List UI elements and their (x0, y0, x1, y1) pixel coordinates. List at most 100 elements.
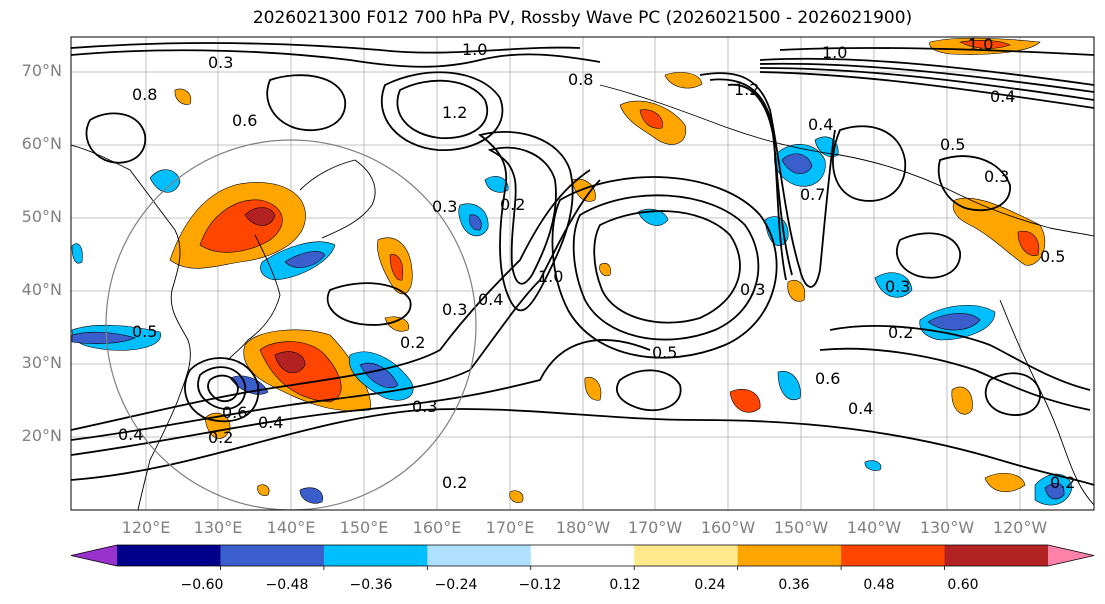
pv-contour (207, 374, 239, 402)
contour-label: 0.2 (442, 473, 467, 492)
positive-anomaly (787, 280, 806, 302)
contour-label: 0.2 (1050, 473, 1075, 492)
lon-label: 150°E (339, 518, 389, 537)
contour-label: 0.3 (432, 197, 457, 216)
contour-label: 0.6 (232, 111, 257, 130)
contour-label: 0.4 (478, 290, 503, 309)
colorbar-extend-high (1048, 545, 1094, 566)
colorbar-tick-label: −0.24 (434, 577, 478, 593)
pv-contour (832, 125, 907, 202)
lon-label: 170°E (485, 518, 535, 537)
na-coastline (999, 299, 1094, 506)
contour-labels: 1.0 1.0 1.0 1.2 1.2 0.8 0.8 0.4 0.5 0.5 … (118, 35, 1075, 492)
positive-anomaly (509, 490, 524, 503)
positive-anomaly (664, 72, 703, 89)
colorbar-segment (323, 545, 428, 566)
pv-contour (593, 210, 741, 324)
pv-contour (71, 49, 601, 68)
colorbar-tick-label: 0.48 (863, 577, 895, 593)
positive-anomaly (384, 316, 409, 332)
colorbar-segment (427, 545, 532, 566)
positive-anomaly-core (1017, 230, 1040, 256)
positive-anomaly (729, 388, 761, 413)
contour-label: 0.3 (984, 167, 1009, 186)
lat-label: 40°N (21, 280, 62, 299)
contour-label: 1.2 (734, 80, 759, 99)
contour-label: 1.0 (968, 35, 993, 54)
positive-anomaly (599, 262, 611, 277)
lon-label: 120°W (992, 518, 1048, 537)
positive-anomaly-core (639, 109, 663, 129)
pv-contour (477, 131, 574, 312)
contour-label: 0.4 (118, 425, 143, 444)
lon-label: 120°E (121, 518, 171, 537)
contour-label: 0.2 (208, 428, 233, 447)
contour-label: 0.6 (815, 369, 840, 388)
map-background (71, 37, 1094, 510)
pv-contour (396, 79, 488, 139)
lon-label: 150°W (773, 518, 829, 537)
colorbar-tick-label: −0.60 (180, 577, 224, 593)
contour-label: 1.0 (822, 43, 847, 62)
pv-contour (896, 232, 961, 279)
colorbar-segment (737, 545, 842, 566)
lat-label: 20°N (21, 426, 62, 445)
negative-anomaly-core (781, 153, 813, 174)
pv-contour (184, 357, 260, 423)
contour-label: 0.3 (740, 280, 765, 299)
contour-label: 0.2 (500, 195, 525, 214)
contour-label: 0.3 (442, 300, 467, 319)
map-title: 2026021300 F012 700 hPa PV, Rossby Wave … (252, 8, 913, 28)
negative-anomaly (484, 176, 509, 193)
colorbar-tick-label: 0.60 (947, 577, 979, 593)
positive-anomaly (257, 484, 270, 496)
pv-contour (819, 347, 1091, 411)
contour-label: 0.4 (848, 399, 873, 418)
positive-anomaly (584, 376, 602, 401)
pv-contour (616, 369, 682, 412)
lon-label: 140°W (846, 518, 902, 537)
lon-label: 160°W (700, 518, 756, 537)
pv-contour (71, 339, 651, 456)
negative-anomaly (777, 370, 801, 401)
contour-label: 0.6 (222, 403, 247, 422)
colorbar-tick-label: −0.48 (265, 577, 309, 593)
negative-anomaly (874, 272, 913, 298)
contour-label: 0.5 (132, 322, 157, 341)
positive-anomaly-core (959, 40, 1011, 49)
lon-label: 160°E (412, 518, 462, 537)
pv-contour (699, 72, 836, 288)
lat-label: 70°N (21, 61, 62, 80)
negative-anomaly (149, 169, 181, 193)
colorbar-segment (117, 545, 221, 566)
lat-label: 30°N (21, 353, 62, 372)
positive-anomaly-peak (274, 351, 306, 374)
colorbar-segment (841, 545, 946, 566)
contour-label: 0.8 (568, 70, 593, 89)
colorbar-segment (220, 545, 325, 566)
pv-contour (326, 282, 412, 326)
pv-contour (85, 112, 146, 164)
contour-label: 0.4 (258, 413, 283, 432)
contour-label: 0.8 (132, 85, 157, 104)
pv-contour (71, 408, 1094, 486)
pv-contour (487, 146, 557, 285)
contour-label: 0.5 (1040, 247, 1065, 266)
negative-anomaly-core (284, 251, 326, 268)
contour-label: 1.0 (462, 40, 487, 59)
lon-label: 130°E (193, 518, 243, 537)
colorbar-outline (70, 544, 1095, 567)
positive-anomaly (952, 197, 1046, 266)
lon-label: 130°W (919, 518, 975, 537)
pv-contour (759, 62, 1094, 93)
colorbar-segment (634, 545, 739, 566)
contour-label: 0.5 (940, 135, 965, 154)
positive-anomaly (174, 88, 192, 105)
negative-anomaly (71, 243, 83, 264)
contour-label: 0.5 (652, 343, 677, 362)
pv-contour (71, 169, 591, 431)
japan-coastline (227, 234, 281, 361)
lat-label: 60°N (21, 134, 62, 153)
colorbar-tick-label: 0.12 (609, 577, 641, 593)
